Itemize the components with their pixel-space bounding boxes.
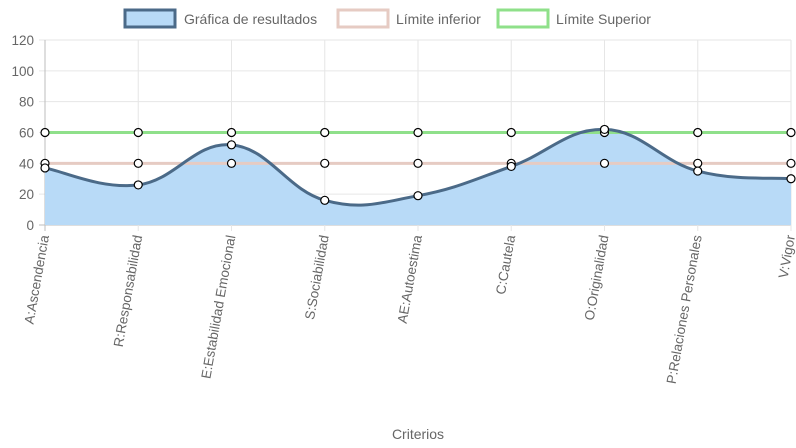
- data-point-results[interactable]: [599, 124, 610, 135]
- data-point-upper-limit[interactable]: [226, 127, 237, 138]
- legend[interactable]: Gráfica de resultados Límite inferior Lími…: [123, 8, 651, 29]
- data-point-results[interactable]: [786, 174, 796, 184]
- y-tick-label: 60: [19, 126, 34, 141]
- data-point-results[interactable]: [693, 166, 703, 176]
- x-axis-title: Criterios: [392, 426, 444, 442]
- data-point-upper-limit[interactable]: [693, 127, 703, 138]
- legend-label: Límite inferior: [396, 11, 481, 27]
- legend-item-results[interactable]: Gráfica de resultados: [123, 8, 317, 29]
- data-point-results[interactable]: [133, 180, 143, 190]
- data-point-lower-limit[interactable]: [133, 158, 143, 168]
- y-tick-label: 0: [26, 218, 34, 233]
- data-point-results[interactable]: [226, 140, 237, 150]
- data-point-lower-limit[interactable]: [693, 158, 703, 168]
- data-point-upper-limit[interactable]: [320, 127, 330, 138]
- x-tick-label: AE:Autoestima: [395, 233, 425, 324]
- data-point-upper-limit[interactable]: [133, 127, 143, 138]
- y-tick-label: 40: [19, 156, 34, 171]
- series-area-results: [45, 129, 791, 225]
- legend-swatch: [496, 8, 550, 29]
- data-point-upper-limit[interactable]: [413, 127, 423, 138]
- x-tick-label: R:Responsabilidad: [111, 234, 145, 348]
- data-point-upper-limit[interactable]: [786, 127, 796, 138]
- data-point-results[interactable]: [320, 195, 330, 205]
- data-point-lower-limit[interactable]: [320, 158, 330, 168]
- data-point-lower-limit[interactable]: [413, 158, 423, 168]
- y-tick-label: 100: [11, 64, 34, 79]
- x-tick-label: V:Vigor: [776, 233, 796, 279]
- x-tick-label: A:Ascendencia: [22, 233, 52, 325]
- data-point-results[interactable]: [506, 161, 516, 172]
- legend-item-lower-limit[interactable]: Límite inferior: [336, 8, 481, 29]
- x-tick-label: E:Estabilidad Emocional: [198, 234, 238, 380]
- legend-label: Límite Superior: [556, 11, 651, 27]
- data-point-lower-limit[interactable]: [226, 158, 237, 168]
- legend-label: Gráfica de resultados: [184, 11, 317, 27]
- legend-item-upper-limit[interactable]: Límite Superior: [496, 8, 651, 29]
- legend-swatch: [123, 8, 177, 29]
- y-tick-label: 80: [19, 95, 34, 110]
- x-tick-label: S:Sociabilidad: [302, 234, 332, 321]
- y-tick-label: 20: [19, 187, 34, 202]
- x-tick-label: P:Relaciones Personales: [664, 234, 705, 385]
- data-point-results[interactable]: [40, 163, 50, 173]
- series-layer: [40, 124, 796, 225]
- legend-swatch: [336, 8, 390, 29]
- x-tick-label: O:Originalidad: [582, 234, 612, 322]
- x-tick-label: C:Cautela: [493, 233, 518, 295]
- y-tick-label: 120: [11, 33, 34, 48]
- data-point-upper-limit[interactable]: [40, 127, 50, 138]
- data-point-lower-limit[interactable]: [786, 158, 796, 168]
- data-point-lower-limit[interactable]: [599, 158, 610, 168]
- data-point-results[interactable]: [413, 191, 423, 201]
- data-point-upper-limit[interactable]: [506, 127, 516, 138]
